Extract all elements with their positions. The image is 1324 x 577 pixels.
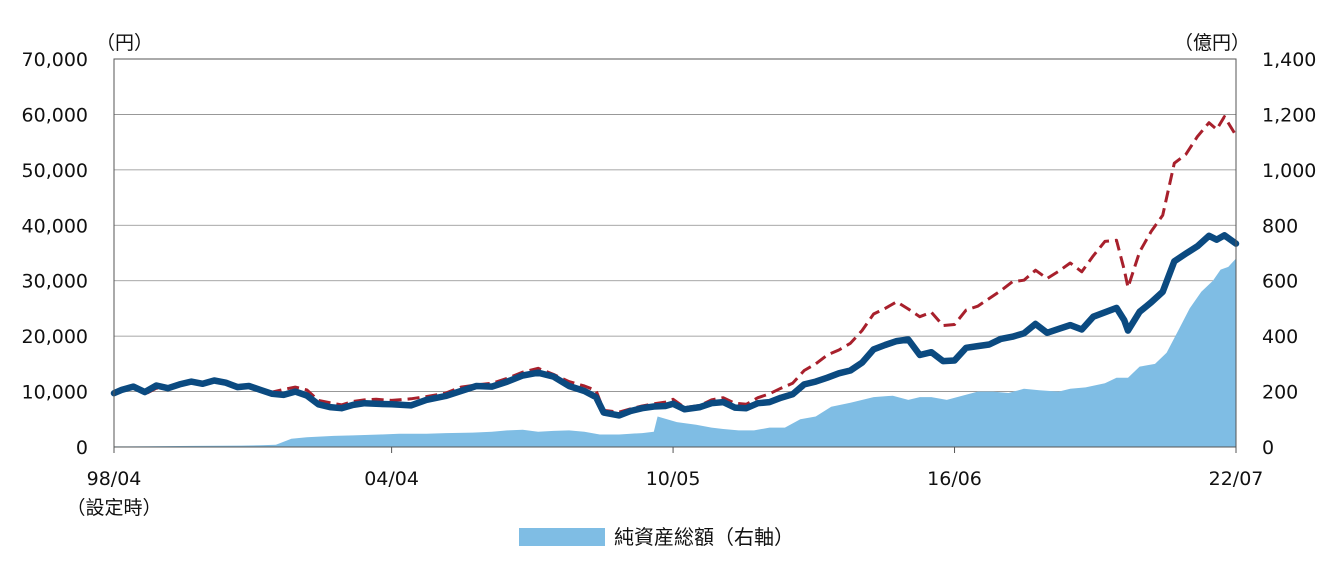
right-tick-label: 1,400	[1262, 49, 1316, 71]
net-assets-area-group	[114, 258, 1236, 447]
legend-swatch-net-assets	[519, 528, 605, 546]
left-tick-label: 70,000	[22, 49, 88, 71]
x-axis: 98/04 （設定時） 04/04 10/05 16/06 22/07	[66, 447, 1263, 519]
price-lines-group	[110, 115, 1240, 419]
plot-frame	[113, 58, 1237, 448]
left-tick-label: 0	[76, 437, 88, 459]
right-tick-label: 1,200	[1262, 104, 1316, 126]
x-tick-sublabel: （設定時）	[66, 497, 161, 519]
left-tick-label: 20,000	[22, 326, 88, 348]
right-tick-label: 0	[1262, 437, 1274, 459]
x-tick-label: 10/05	[646, 468, 701, 490]
x-tick-label: 04/04	[364, 468, 419, 490]
right-tick-label: 400	[1262, 326, 1298, 348]
left-tick-label: 10,000	[22, 382, 88, 404]
right-tick-label: 1,000	[1262, 160, 1316, 182]
left-tick-label: 30,000	[22, 271, 88, 293]
right-tick-label: 200	[1262, 382, 1298, 404]
right-axis: 0 200 400 600 800 1,000 1,200 1,400	[1262, 49, 1316, 459]
left-tick-label: 40,000	[22, 215, 88, 237]
right-tick-label: 600	[1262, 271, 1298, 293]
left-axis-unit-label: （円）	[96, 32, 153, 54]
nav-price-line	[110, 232, 1240, 419]
left-tick-label: 60,000	[22, 104, 88, 126]
x-tick-label: 22/07	[1209, 468, 1264, 490]
legend-label-net-assets: 純資産総額（右軸）	[614, 525, 794, 549]
net-assets-area	[114, 258, 1236, 447]
right-tick-label: 800	[1262, 215, 1298, 237]
reference-index-dashed-line	[113, 115, 1238, 414]
x-tick-label: 16/06	[927, 468, 982, 490]
left-axis: 0 10,000 20,000 30,000 40,000 50,000 60,000 70,…	[22, 49, 88, 459]
left-tick-label: 50,000	[22, 160, 88, 182]
right-axis-unit-label: （億円）	[1174, 32, 1250, 54]
x-tick-label: 98/04	[87, 468, 142, 490]
legend: 純資産総額（右軸）	[519, 525, 794, 549]
grid	[114, 114, 1236, 392]
